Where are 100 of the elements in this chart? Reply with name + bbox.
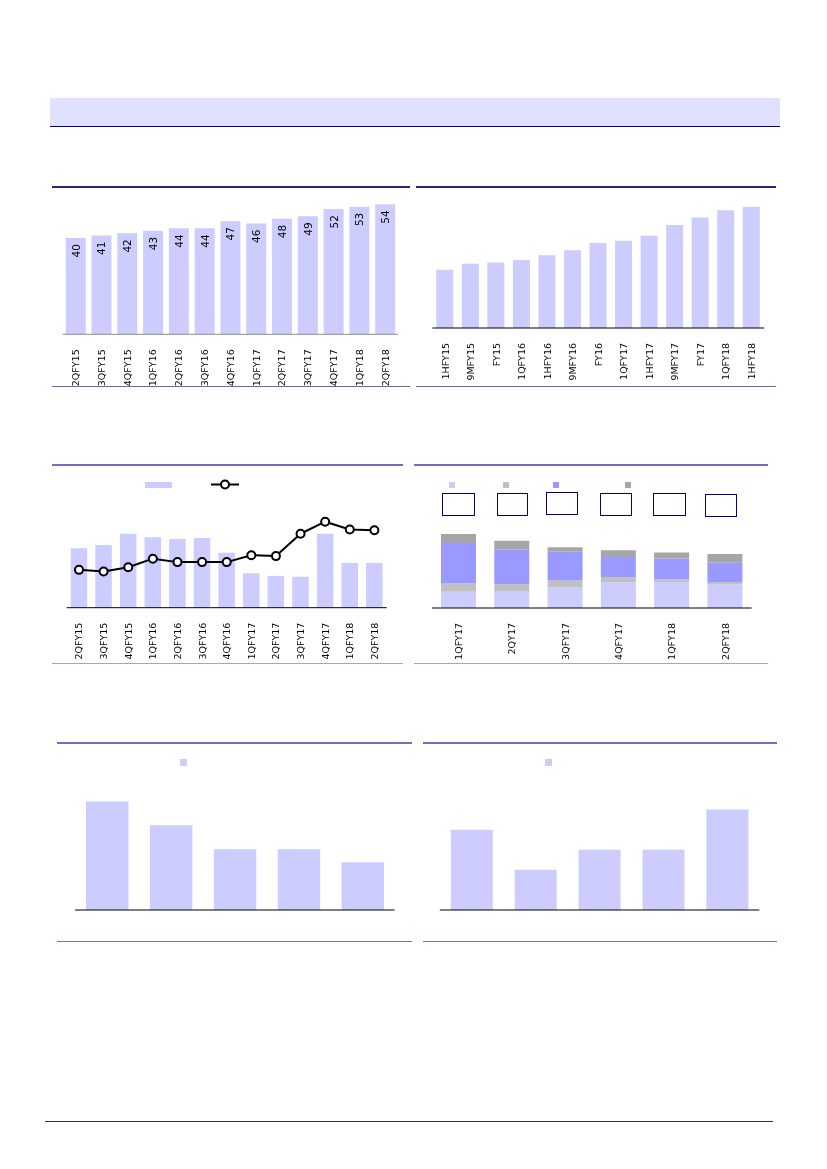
point <box>221 557 232 568</box>
x-tick-label: 1QFY18 <box>353 349 365 387</box>
x-tick-label: 1QFY17 <box>453 623 465 660</box>
x-tick-label: 1QFY16 <box>147 622 159 660</box>
x-tick-label: 3QFY16 <box>199 349 211 387</box>
x-tick-label: 2QFY16 <box>173 349 185 387</box>
point <box>246 550 257 561</box>
data-label: 48 <box>276 224 289 239</box>
bar <box>297 216 318 335</box>
x-tick-label: 2QFY16 <box>171 622 183 660</box>
x-tick-label: 1QFY17 <box>618 343 630 380</box>
x-tick-label: 2QFY18 <box>719 623 731 660</box>
x-tick-label: 9MFY15 <box>465 343 477 381</box>
bar <box>375 204 396 335</box>
bar <box>707 553 743 563</box>
x-tick-label: 4QFY15 <box>122 622 134 660</box>
bar <box>589 243 607 328</box>
x-tick-label: 4QFY15 <box>121 349 133 387</box>
data-label: 52 <box>327 215 340 229</box>
bar <box>578 849 621 910</box>
bar <box>494 584 530 591</box>
bar <box>547 580 583 588</box>
x-tick-label: FY17 <box>694 343 706 367</box>
bar <box>341 562 358 608</box>
bar <box>220 221 241 335</box>
data-label: 44 <box>198 234 211 248</box>
bar <box>666 224 684 328</box>
bar <box>538 255 556 328</box>
bar <box>494 549 530 585</box>
x-tick-label: 1HFY16 <box>541 343 553 380</box>
x-tick-label: FY16 <box>592 343 604 367</box>
bar <box>706 809 749 910</box>
bar <box>246 223 267 335</box>
x-tick-label: 2QFY17 <box>270 622 282 660</box>
x-tick-label: 1QFY16 <box>516 343 528 380</box>
data-label: 54 <box>379 209 392 224</box>
x-tick-label: 3QFY17 <box>559 623 571 660</box>
bar <box>366 562 383 608</box>
bar <box>144 537 162 608</box>
bar <box>316 533 334 608</box>
bar <box>168 228 189 335</box>
bar <box>267 575 285 608</box>
x-tick-label: 2QY17 <box>506 623 518 655</box>
data-label: 49 <box>301 222 314 236</box>
bar <box>436 269 454 328</box>
x-tick-label: 2QFY18 <box>379 349 391 387</box>
x-tick-label: 2QFY17 <box>276 349 288 387</box>
bar <box>441 542 476 584</box>
bar <box>461 263 479 328</box>
x-tick-label: 3QFY15 <box>98 622 110 660</box>
bar <box>441 534 476 543</box>
x-tick-label: 9MFY17 <box>669 343 681 381</box>
data-label: 53 <box>353 212 366 227</box>
bar <box>654 582 690 608</box>
x-tick-label: 4QFY17 <box>319 622 331 660</box>
data-label: 41 <box>95 241 108 255</box>
bar <box>494 590 530 608</box>
bar <box>341 862 385 910</box>
x-tick-label: 1QFY17 <box>250 349 262 387</box>
x-tick-label: 3QFY16 <box>196 622 208 660</box>
bar <box>563 250 581 328</box>
bar <box>494 540 530 550</box>
point <box>320 516 331 527</box>
point <box>344 524 355 535</box>
bar <box>441 591 476 608</box>
bar <box>642 849 685 910</box>
bar <box>707 562 743 583</box>
bar <box>547 547 583 552</box>
x-tick-label: 1QFY18 <box>666 623 678 660</box>
bar <box>272 218 293 335</box>
data-label: 40 <box>69 244 82 258</box>
bar <box>65 238 86 335</box>
bar <box>654 579 690 583</box>
point <box>197 557 208 568</box>
bar <box>547 551 583 581</box>
x-tick-label: 1QFY16 <box>147 349 159 387</box>
bar <box>149 825 193 910</box>
x-tick-label: 1QFY17 <box>245 622 257 660</box>
bar <box>243 573 260 608</box>
bar <box>512 260 530 328</box>
bar <box>91 235 112 335</box>
bar <box>600 582 636 608</box>
bar <box>169 538 186 608</box>
x-tick-label: 3QFY17 <box>295 622 307 660</box>
point <box>147 553 158 564</box>
bar <box>514 869 557 910</box>
bar <box>119 533 137 608</box>
bar <box>600 576 636 583</box>
x-tick-label: 4QFY17 <box>612 623 624 660</box>
point <box>172 557 183 568</box>
bar <box>654 558 690 580</box>
data-label: 42 <box>121 239 134 253</box>
x-tick-label: 1QFY18 <box>344 622 356 660</box>
x-tick-label: 4QFY17 <box>328 349 340 387</box>
bar <box>640 235 658 328</box>
point <box>123 562 134 573</box>
bar <box>707 584 743 608</box>
bar <box>277 849 321 910</box>
bar <box>193 538 211 608</box>
bar <box>707 582 743 585</box>
